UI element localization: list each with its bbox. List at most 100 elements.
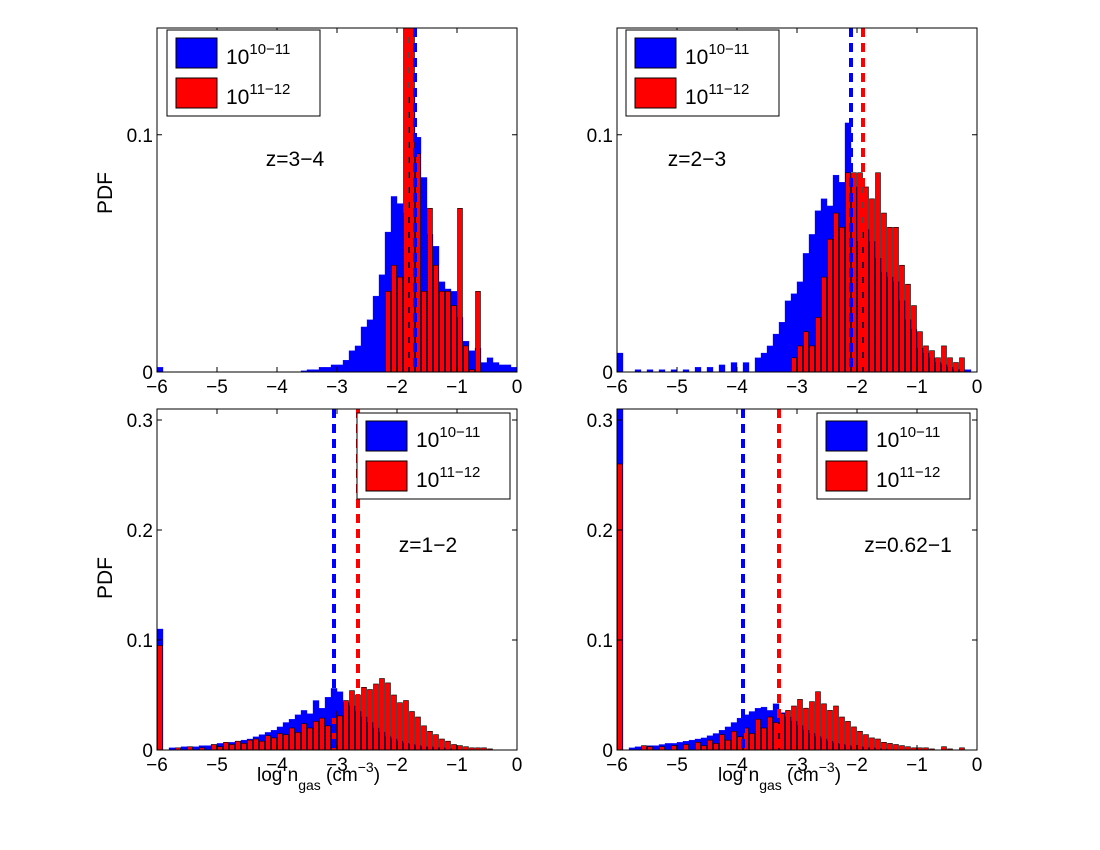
x-tick-label: −4 xyxy=(266,377,288,398)
bar-red-0 xyxy=(385,291,391,373)
bar-red-29 xyxy=(833,705,839,751)
bar-blue-0 xyxy=(616,352,624,373)
legend-bottom-left: 1010−11 1011−12 xyxy=(356,412,511,500)
bar-red-3 xyxy=(809,345,815,373)
bar-blue-14 xyxy=(772,333,780,373)
bar-red-19 xyxy=(905,283,911,373)
tick-labels: −6 −5 −4 −3 −2 −1 0 0 0.1 −6 −5 −4 −3 −2 −1 0 0 0.1 −6 −5 −4… xyxy=(127,126,983,776)
legend-swatch-red xyxy=(365,460,408,492)
legend-top-right: 1010−11 1011−12 xyxy=(625,29,780,117)
bar-red-12 xyxy=(731,730,737,751)
bar-red-10 xyxy=(719,734,725,751)
bar-red-39 xyxy=(893,744,899,751)
bar-red-15 xyxy=(277,733,283,751)
bar-red-42 xyxy=(439,738,445,751)
bar-blue-7 xyxy=(336,364,344,373)
y-axis-label-bottom: PDF xyxy=(94,557,117,599)
x-axis-label-unit: (cm xyxy=(782,765,819,786)
panel-top-right: z=2−3 xyxy=(616,27,978,373)
bar-red-33 xyxy=(857,730,863,751)
bar-red-8 xyxy=(707,739,713,751)
x-axis-label-exp: −3 xyxy=(358,759,374,775)
bar-red-17 xyxy=(893,226,899,373)
bar-red-37 xyxy=(881,741,887,751)
bar-red-14 xyxy=(875,172,881,373)
bar-blue-29 xyxy=(468,350,476,373)
bar-red-26 xyxy=(947,357,953,373)
bar-red-15 xyxy=(475,291,481,373)
y-axis-label-top: PDF xyxy=(94,172,117,214)
bar-red-44 xyxy=(451,744,457,751)
x-tick-label: −1 xyxy=(906,755,928,776)
x-axis-label-close: ) xyxy=(835,765,841,786)
bar-red-9 xyxy=(439,291,445,373)
bar-red-25 xyxy=(809,701,815,751)
bar-red-11 xyxy=(253,738,259,751)
bar-blue-9 xyxy=(730,362,738,373)
y-tick-label: 0.1 xyxy=(587,126,613,147)
bar-red-39 xyxy=(421,725,427,751)
bars-bottom-left xyxy=(156,628,493,751)
legend-base: 10 xyxy=(226,86,249,109)
bar-red-8 xyxy=(839,226,845,373)
y-tick-label: 0.1 xyxy=(587,631,613,652)
x-tick-label: −3 xyxy=(786,755,808,776)
x-tick-label: −2 xyxy=(846,377,868,398)
bar-red-36 xyxy=(403,700,409,751)
bar-red-24 xyxy=(935,357,941,373)
bar-red-28 xyxy=(959,357,965,373)
x-axis-label-right: log ngas (cm−3) xyxy=(718,759,841,793)
bar-red-10 xyxy=(445,291,451,373)
x-tick-label: 0 xyxy=(512,377,523,398)
redshift-annotation: z=0.62−1 xyxy=(864,534,952,557)
x-axis-label-left: log ngas (cm−3) xyxy=(257,759,380,793)
medians-top-left xyxy=(407,28,417,372)
bar-red-38 xyxy=(415,716,421,751)
bar-red-23 xyxy=(325,725,331,751)
legend-exp: 11−12 xyxy=(899,464,940,481)
bar-blue-6 xyxy=(330,364,338,373)
bar-red-18 xyxy=(899,264,905,373)
bar-red-34 xyxy=(863,734,869,751)
bars-bottom-right xyxy=(616,408,965,751)
medians-top-right xyxy=(849,28,865,372)
x-axis-label-exp: −3 xyxy=(819,759,835,775)
bar-red-5 xyxy=(821,276,827,373)
bar-red-15 xyxy=(749,733,755,751)
bar-red-31 xyxy=(845,721,851,751)
bar-red-32 xyxy=(379,678,385,751)
x-tick-label: 0 xyxy=(972,755,983,776)
bar-red-4 xyxy=(211,744,217,751)
bar-red-4 xyxy=(815,317,821,373)
bar-blue-35 xyxy=(504,364,512,373)
bar-red-8 xyxy=(235,740,241,751)
legend-swatch-red xyxy=(634,77,677,109)
x-axis-label-unit: (cm xyxy=(321,765,358,786)
legend-exp: 11−12 xyxy=(249,81,290,98)
bar-red-8 xyxy=(433,264,439,373)
bar-red-22 xyxy=(791,705,797,751)
legend-exp: 10−11 xyxy=(899,424,940,441)
bar-red-33 xyxy=(385,682,391,751)
legend-top-left: 1010−11 1011−12 xyxy=(166,29,321,117)
bar-blue-31 xyxy=(480,362,488,373)
bar-red-13 xyxy=(265,735,271,751)
bar-red-41 xyxy=(433,734,439,751)
bar-red-13 xyxy=(463,345,469,373)
bar-red-37 xyxy=(409,711,415,751)
bar-blue-11 xyxy=(688,739,696,751)
bar-blue-9 xyxy=(348,350,356,373)
bar-red-36 xyxy=(875,738,881,751)
x-tick-label: −5 xyxy=(206,755,228,776)
bar-red-38 xyxy=(887,743,893,751)
bar-red-1 xyxy=(641,745,647,751)
x-tick-label: −2 xyxy=(386,755,408,776)
axes-bottom-right xyxy=(616,408,978,751)
bar-red-1 xyxy=(391,264,397,373)
x-tick-label: −3 xyxy=(326,377,348,398)
legend-swatch-red xyxy=(825,460,868,492)
bar-red-23 xyxy=(929,350,935,373)
bar-red-43 xyxy=(445,740,451,751)
x-tick-label: −5 xyxy=(666,377,688,398)
redshift-annotation: z=2−3 xyxy=(668,148,726,171)
